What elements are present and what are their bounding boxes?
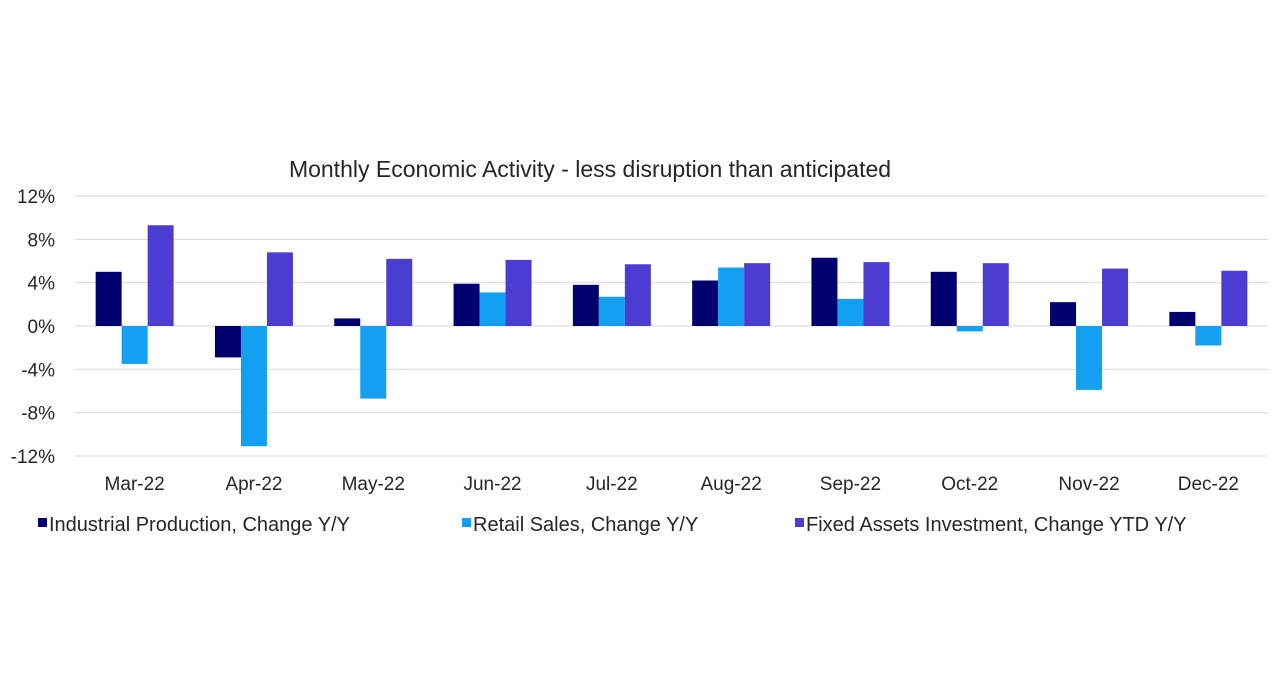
y-tick-label: -8% xyxy=(21,404,55,425)
bar-apr-22-series-1 xyxy=(214,326,241,358)
x-tick-label: Oct-22 xyxy=(941,474,998,495)
legend: Industrial Production, Change Y/Y Retail … xyxy=(38,514,1187,536)
bar-mar-22-series-3 xyxy=(147,225,174,326)
legend-label: Retail Sales, Change Y/Y xyxy=(473,514,698,536)
bar-nov-22-series-1 xyxy=(1050,302,1077,326)
bars xyxy=(95,225,1248,447)
bar-nov-22-series-3 xyxy=(1102,268,1129,326)
y-tick-label: 8% xyxy=(28,230,56,251)
bar-may-22-series-1 xyxy=(334,318,361,326)
legend-swatch xyxy=(795,518,804,527)
bar-dec-22-series-1 xyxy=(1169,311,1196,326)
bar-jul-22-series-3 xyxy=(624,264,651,326)
x-tick-label: Apr-22 xyxy=(225,474,282,495)
bar-sep-22-series-3 xyxy=(863,262,890,326)
bar-dec-22-series-3 xyxy=(1221,270,1248,326)
bar-mar-22-series-2 xyxy=(121,326,148,364)
x-tick-label: Jul-22 xyxy=(586,474,638,495)
bar-nov-22-series-2 xyxy=(1076,326,1103,390)
bar-jul-22-series-1 xyxy=(572,284,599,326)
legend-label: Industrial Production, Change Y/Y xyxy=(49,514,350,536)
bar-oct-22-series-2 xyxy=(956,326,983,332)
x-tick-label: Nov-22 xyxy=(1058,474,1119,495)
chart-title: Monthly Economic Activity - less disrupt… xyxy=(289,156,891,182)
y-tick-label: -12% xyxy=(11,447,55,468)
bar-jun-22-series-1 xyxy=(453,283,480,326)
x-tick-label: Aug-22 xyxy=(701,474,762,495)
x-tick-label: May-22 xyxy=(342,474,405,495)
y-tick-label: -4% xyxy=(21,360,55,381)
x-tick-label: Jun-22 xyxy=(463,474,521,495)
x-tick-label: Dec-22 xyxy=(1178,474,1239,495)
bar-may-22-series-3 xyxy=(386,258,413,326)
y-tick-label: 0% xyxy=(28,317,56,338)
legend-label: Fixed Assets Investment, Change YTD Y/Y xyxy=(806,514,1187,536)
bar-apr-22-series-2 xyxy=(240,326,267,447)
bar-apr-22-series-3 xyxy=(266,252,293,326)
bar-jun-22-series-2 xyxy=(479,292,506,326)
y-tick-label: 4% xyxy=(28,274,56,295)
legend-swatch xyxy=(462,518,471,527)
bar-oct-22-series-1 xyxy=(930,271,957,326)
bar-dec-22-series-2 xyxy=(1195,326,1222,346)
bar-may-22-series-2 xyxy=(360,326,387,399)
bar-oct-22-series-3 xyxy=(982,263,1009,326)
y-tick-label: 12% xyxy=(17,187,55,208)
bar-aug-22-series-2 xyxy=(718,267,745,326)
x-tick-label: Mar-22 xyxy=(105,474,165,495)
bar-jul-22-series-2 xyxy=(598,296,625,326)
bar-aug-22-series-1 xyxy=(692,280,719,326)
bar-jun-22-series-3 xyxy=(505,259,532,326)
x-tick-label: Sep-22 xyxy=(820,474,881,495)
bar-mar-22-series-1 xyxy=(95,271,122,326)
x-axis-ticks: Mar-22 Apr-22 May-22 Jun-22 Jul-22 Aug-22 Sep-… xyxy=(105,474,1239,495)
bar-sep-22-series-1 xyxy=(811,257,838,326)
bar-aug-22-series-3 xyxy=(744,263,771,326)
bar-sep-22-series-2 xyxy=(837,298,864,326)
y-axis-ticks: 12% 8% 4% 0% -4% -8% -12% xyxy=(11,187,55,468)
legend-swatch xyxy=(38,518,47,527)
